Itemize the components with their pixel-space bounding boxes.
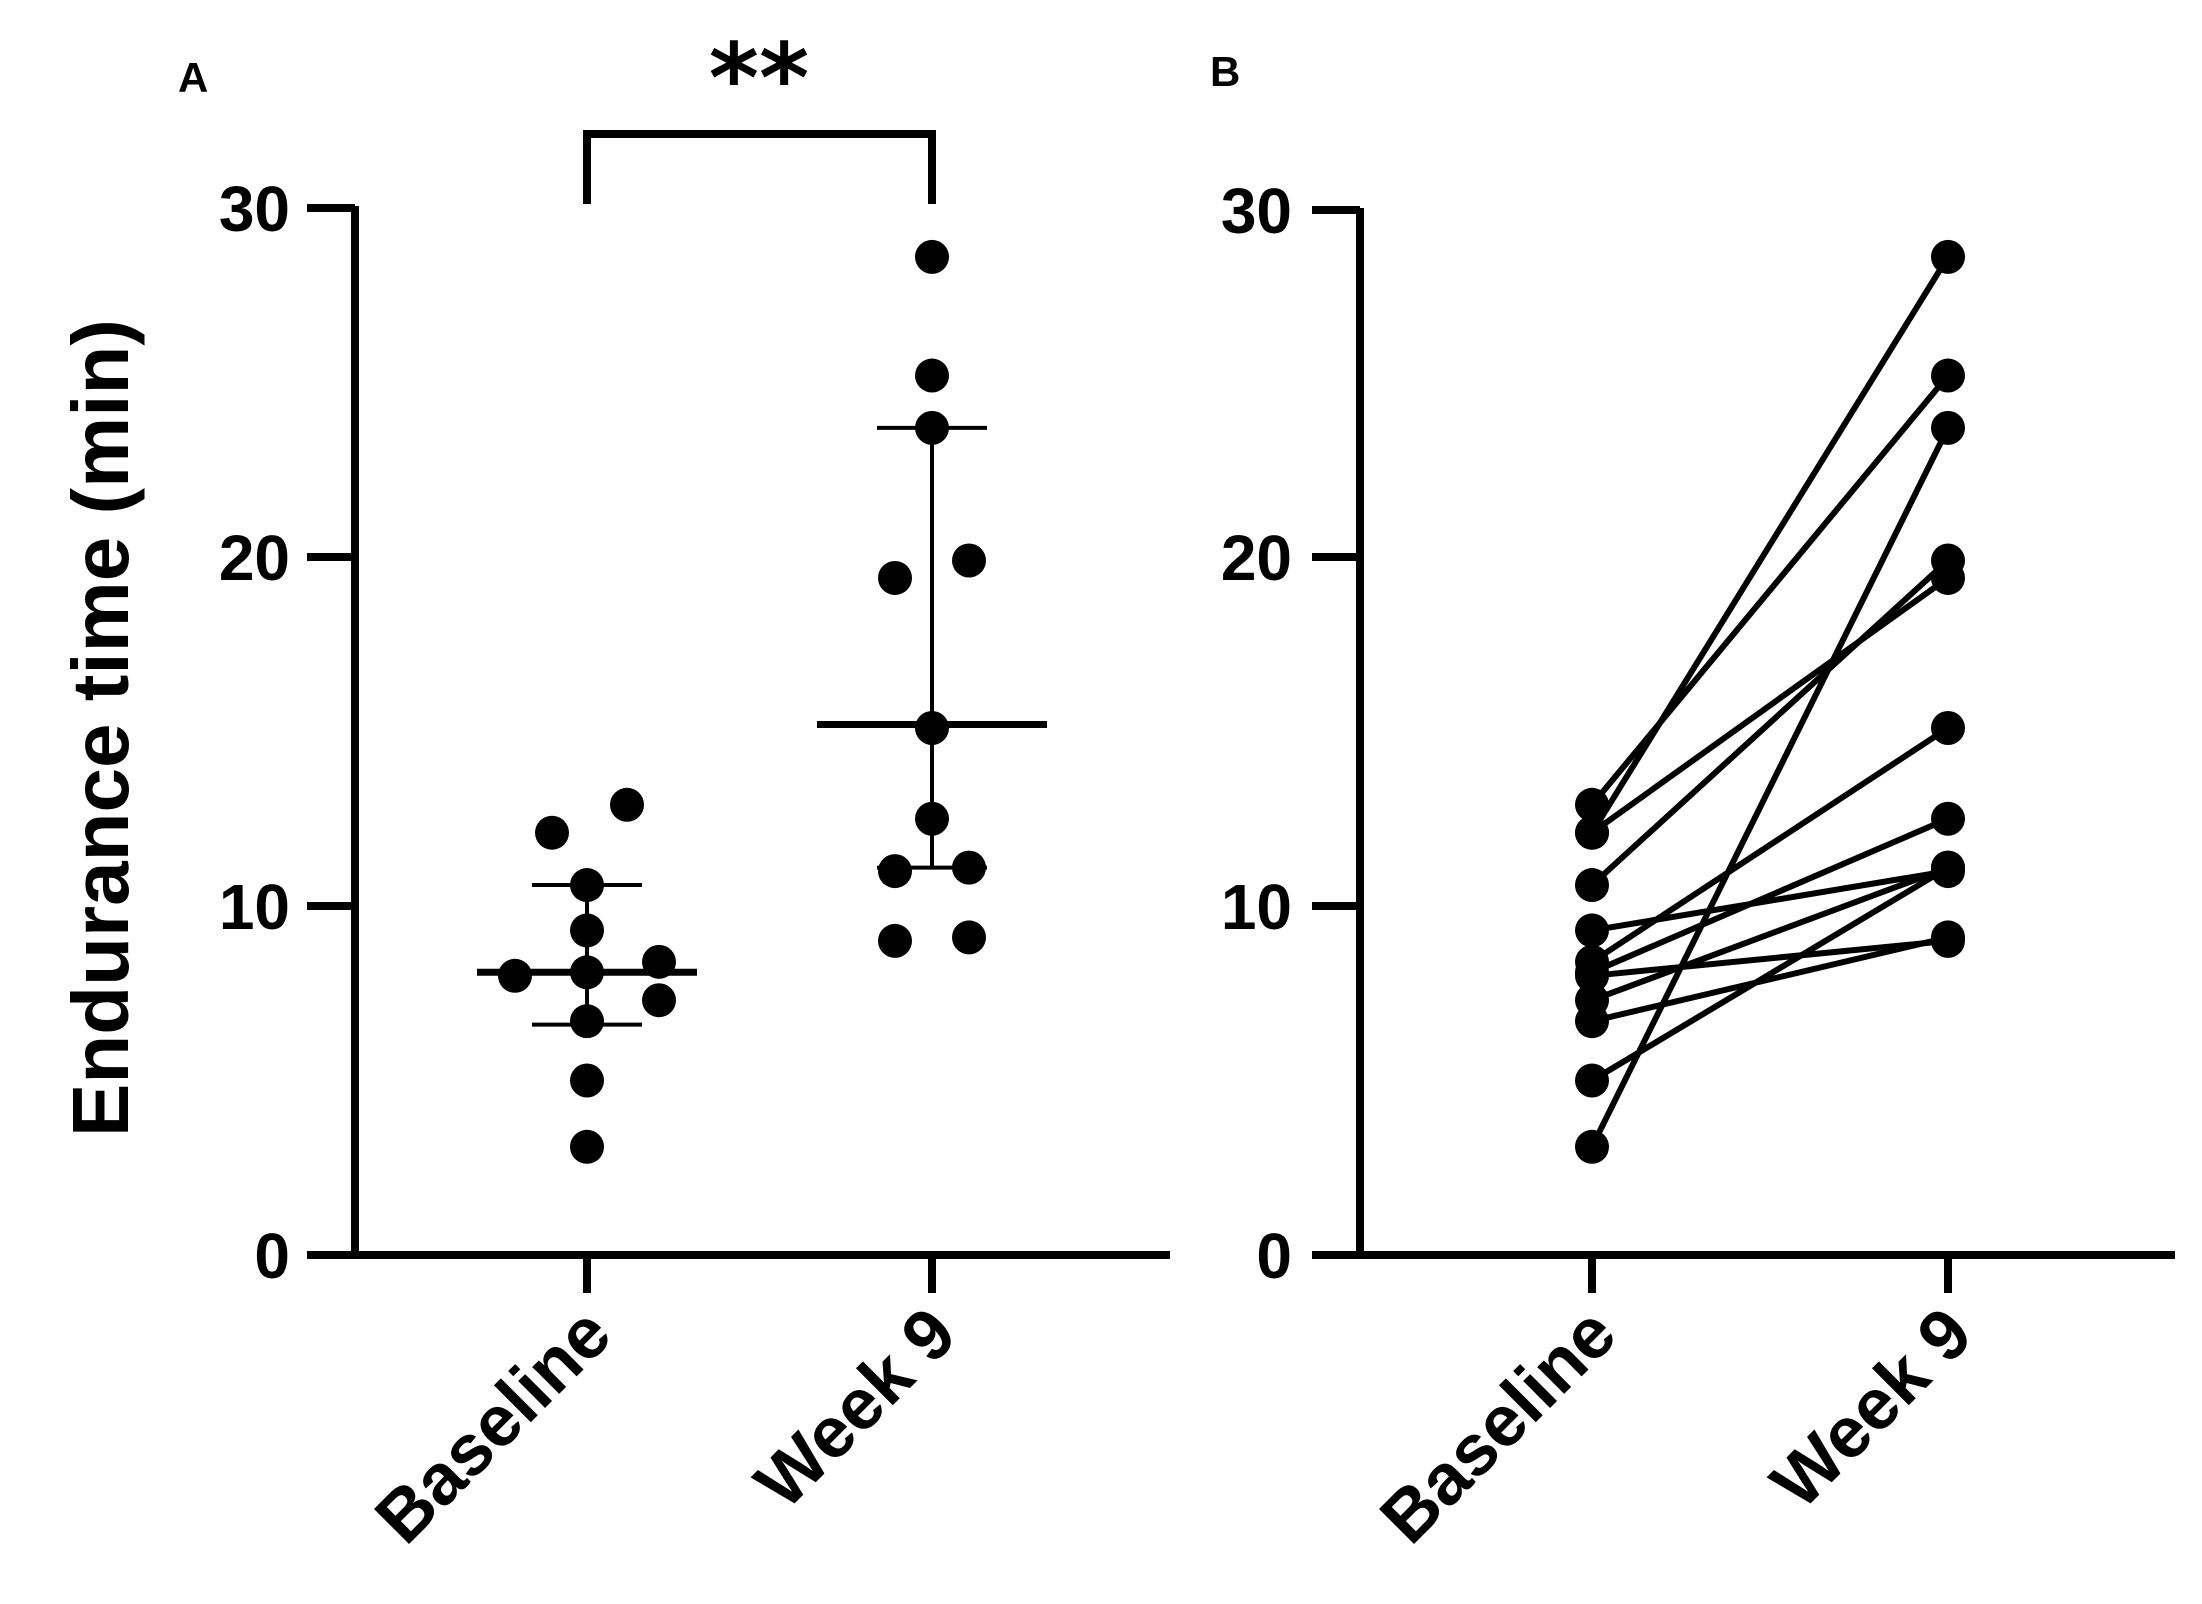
- panel-a-ytick-label-30: 30: [219, 173, 290, 245]
- data-point: [570, 955, 604, 990]
- pair-line: [1590, 864, 1950, 1004]
- significance-label: **: [709, 23, 809, 135]
- pair-line: [1591, 937, 1949, 979]
- pair-line: [1589, 426, 1951, 1149]
- panel-b-ytick-label-10: 10: [1221, 871, 1292, 943]
- data-point: [1575, 913, 1609, 948]
- panel-b-plot: [1575, 239, 1965, 1164]
- significance-bracket: [583, 130, 936, 204]
- panel-a-xlabel-week9: Week 9: [740, 1293, 971, 1524]
- data-point: [1931, 239, 1965, 274]
- data-point: [952, 543, 986, 578]
- data-point: [915, 239, 949, 274]
- pair-line: [1589, 255, 1951, 835]
- pair-line: [1590, 865, 1950, 1084]
- data-point: [1931, 410, 1965, 445]
- data-point: [952, 850, 986, 885]
- data-point: [1575, 815, 1609, 850]
- data-point: [1931, 850, 1965, 885]
- data-point: [570, 1129, 604, 1164]
- panel-a-ytick-label-0: 0: [254, 1220, 290, 1292]
- data-point: [1931, 543, 1965, 578]
- panel-b-ytick-label-20: 20: [1221, 522, 1292, 594]
- data-point: [915, 410, 949, 445]
- data-point: [570, 1063, 604, 1098]
- y-axis-title: Endurance time (min): [56, 319, 145, 1137]
- pair-line: [1589, 558, 1951, 888]
- data-point: [1931, 358, 1965, 393]
- panel-a-ytick-label-10: 10: [219, 871, 290, 943]
- panel-b-axes: 0 10 20 30 Baseline Week 9: [1221, 175, 2175, 1559]
- data-point: [1931, 801, 1965, 836]
- panel-a-xlabel-baseline: Baseline: [360, 1293, 626, 1559]
- panel-b-ytick-label-30: 30: [1221, 175, 1292, 247]
- data-point: [915, 358, 949, 393]
- data-point: [1575, 1129, 1609, 1164]
- panel-b-ytick-label-0: 0: [1256, 1220, 1292, 1292]
- data-point: [610, 787, 644, 822]
- data-point: [570, 913, 604, 948]
- data-point: [878, 854, 912, 889]
- data-point: [1575, 787, 1609, 822]
- data-point: [570, 868, 604, 903]
- panel-b-xlabel-baseline: Baseline: [1365, 1293, 1631, 1559]
- data-point: [1575, 1063, 1609, 1098]
- pair-line: [1590, 815, 1950, 976]
- data-point: [878, 560, 912, 595]
- data-point: [535, 815, 569, 850]
- data-point: [1575, 958, 1609, 993]
- data-point: [1931, 711, 1965, 746]
- data-point: [915, 711, 949, 746]
- pair-line: [1590, 725, 1950, 965]
- data-point: [642, 983, 676, 1018]
- data-point: [878, 923, 912, 958]
- data-point: [915, 801, 949, 836]
- data-point: [952, 920, 986, 955]
- panel-b-xlabel-week9: Week 9: [1756, 1293, 1987, 1524]
- data-point: [570, 1004, 604, 1039]
- panel-a-axes: 0 10 20 30 Baseline Week 9: [219, 173, 1170, 1559]
- panel-a-ytick-label-20: 20: [219, 522, 290, 594]
- panel-a-label: A: [178, 54, 208, 101]
- panel-b-label: B: [1210, 48, 1240, 95]
- data-point: [1575, 868, 1609, 903]
- panel-a-plot: [477, 239, 1047, 1164]
- pair-line: [1590, 575, 1950, 836]
- pair-line: [1591, 934, 1949, 1025]
- pair-line: [1589, 373, 1951, 807]
- data-point: [1931, 920, 1965, 955]
- data-point: [642, 944, 676, 979]
- data-point: [1575, 1004, 1609, 1039]
- data-point: [498, 958, 532, 993]
